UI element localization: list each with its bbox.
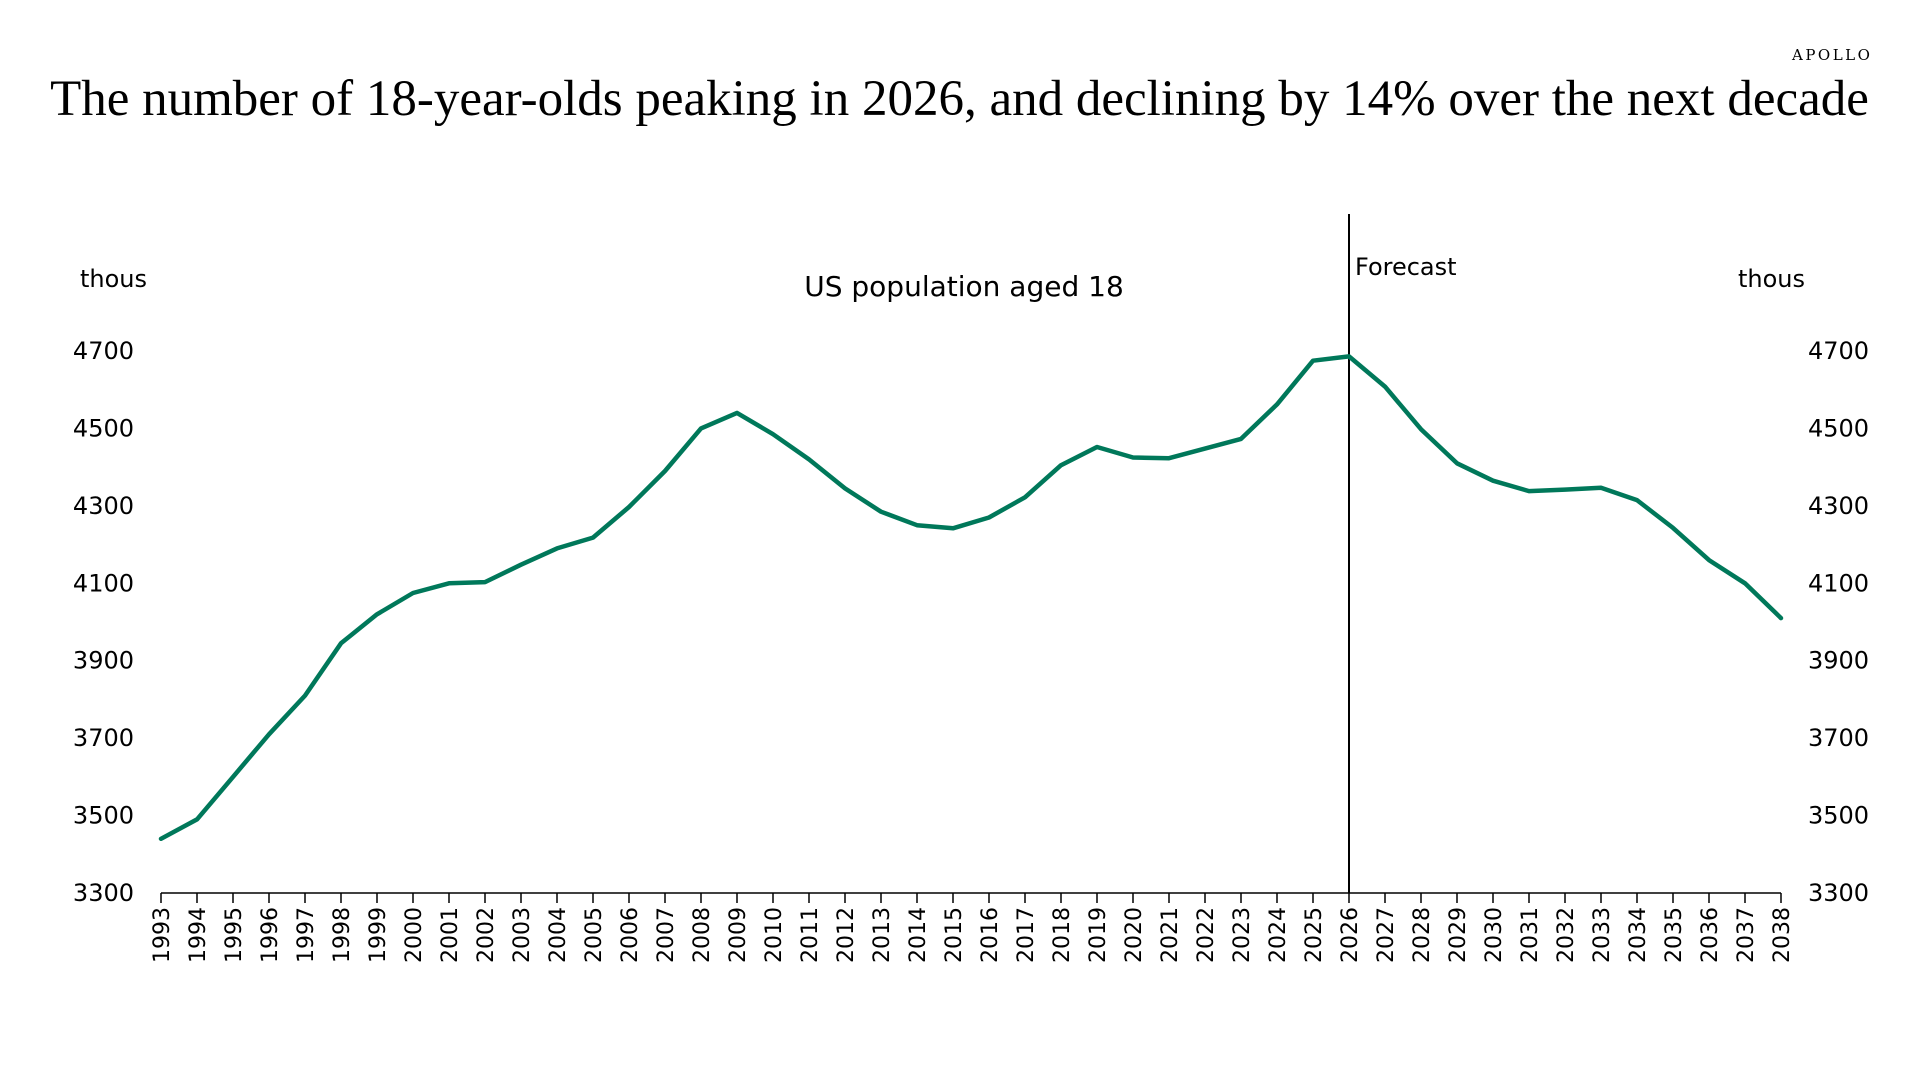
x-tick-label: 2013 bbox=[870, 907, 895, 963]
y-tick-label-right: 3300 bbox=[1808, 879, 1869, 907]
x-tick-label: 2009 bbox=[726, 907, 751, 963]
x-tick-label: 2034 bbox=[1626, 907, 1651, 963]
x-tick-label: 2022 bbox=[1194, 907, 1219, 963]
x-tick-label: 2033 bbox=[1590, 907, 1615, 963]
y-tick-label-right: 4100 bbox=[1808, 569, 1869, 597]
y-tick-label-right: 3500 bbox=[1808, 802, 1869, 830]
x-tick-label: 2031 bbox=[1518, 907, 1543, 963]
x-tick-label: 2015 bbox=[942, 907, 967, 963]
x-tick-label: 2010 bbox=[762, 907, 787, 963]
y-tick-label-right: 3900 bbox=[1808, 647, 1869, 675]
y-tick-label-left: 4100 bbox=[73, 569, 134, 597]
x-tick-label: 1996 bbox=[258, 907, 283, 963]
x-tick-label: 2030 bbox=[1482, 907, 1507, 963]
x-tick-label: 2037 bbox=[1734, 907, 1759, 963]
y-tick-label-left: 4300 bbox=[73, 492, 134, 520]
brand-logo: APOLLO bbox=[1792, 46, 1873, 64]
y-tick-label-left: 3900 bbox=[73, 647, 134, 675]
x-tick-label: 2012 bbox=[834, 907, 859, 963]
x-tick-label: 2032 bbox=[1554, 907, 1579, 963]
x-tick-label: 2035 bbox=[1662, 907, 1687, 963]
chart-subtitle: US population aged 18 bbox=[804, 270, 1124, 303]
x-tick-label: 2005 bbox=[582, 907, 607, 963]
x-tick-label: 2038 bbox=[1770, 907, 1795, 963]
x-tick-label: 2016 bbox=[978, 907, 1003, 963]
y-tick-label-right: 4500 bbox=[1808, 414, 1869, 442]
x-tick-label: 2011 bbox=[798, 907, 823, 963]
x-tick-label: 2024 bbox=[1266, 907, 1291, 963]
x-tick-label: 2018 bbox=[1050, 907, 1075, 963]
forecast-label: Forecast bbox=[1355, 253, 1457, 281]
y-tick-label-left: 4700 bbox=[73, 337, 134, 365]
x-tick-label: 2020 bbox=[1122, 907, 1147, 963]
chart-title: The number of 18-year-olds peaking in 20… bbox=[50, 71, 1869, 127]
x-tick-label: 2029 bbox=[1446, 907, 1471, 963]
x-tick-label: 1995 bbox=[222, 907, 247, 963]
x-tick-label: 1994 bbox=[186, 907, 211, 963]
x-tick-label: 2002 bbox=[474, 907, 499, 963]
x-tick-label: 2014 bbox=[906, 907, 931, 963]
x-tick-label: 2003 bbox=[510, 907, 535, 963]
x-tick-label: 2021 bbox=[1158, 907, 1183, 963]
y-tick-label-left: 4500 bbox=[73, 414, 134, 442]
x-tick-label: 2025 bbox=[1302, 907, 1327, 963]
y-tick-label-right: 3700 bbox=[1808, 724, 1869, 752]
x-tick-label: 2000 bbox=[402, 907, 427, 963]
y-axis-unit-left: thous bbox=[80, 265, 147, 293]
x-tick-label: 1993 bbox=[150, 907, 175, 963]
x-tick-label: 2008 bbox=[690, 907, 715, 963]
x-tick-label: 2006 bbox=[618, 907, 643, 963]
x-tick-label: 2027 bbox=[1374, 907, 1399, 963]
x-tick-label: 1997 bbox=[294, 907, 319, 963]
x-tick-label: 1998 bbox=[330, 907, 355, 963]
x-tick-label: 2036 bbox=[1698, 907, 1723, 963]
y-tick-label-right: 4300 bbox=[1808, 492, 1869, 520]
y-tick-label-left: 3300 bbox=[73, 879, 134, 907]
label-layer: thous thous US population aged 18 Foreca… bbox=[80, 253, 1805, 303]
series-layer bbox=[158, 354, 1784, 842]
y-axis-unit-right: thous bbox=[1738, 265, 1805, 293]
x-tick-label: 2019 bbox=[1086, 907, 1111, 963]
x-tick-label: 2001 bbox=[438, 907, 463, 963]
y-tick-label-left: 3700 bbox=[73, 724, 134, 752]
x-tick-label: 2007 bbox=[654, 907, 679, 963]
x-tick-label: 2004 bbox=[546, 907, 571, 963]
x-tick-label: 2017 bbox=[1014, 907, 1039, 963]
x-tick-label: 2026 bbox=[1338, 907, 1363, 963]
x-tick-label: 1999 bbox=[366, 907, 391, 963]
y-tick-label-left: 3500 bbox=[73, 802, 134, 830]
x-tick-label: 2028 bbox=[1410, 907, 1435, 963]
axis-layer: 1993 1994 1995 1996 1997 1998 1999 2000 2001 2002… bbox=[73, 214, 1869, 963]
y-tick-label-right: 4700 bbox=[1808, 337, 1869, 365]
series-line bbox=[158, 354, 1784, 842]
x-tick-label: 2023 bbox=[1230, 907, 1255, 963]
